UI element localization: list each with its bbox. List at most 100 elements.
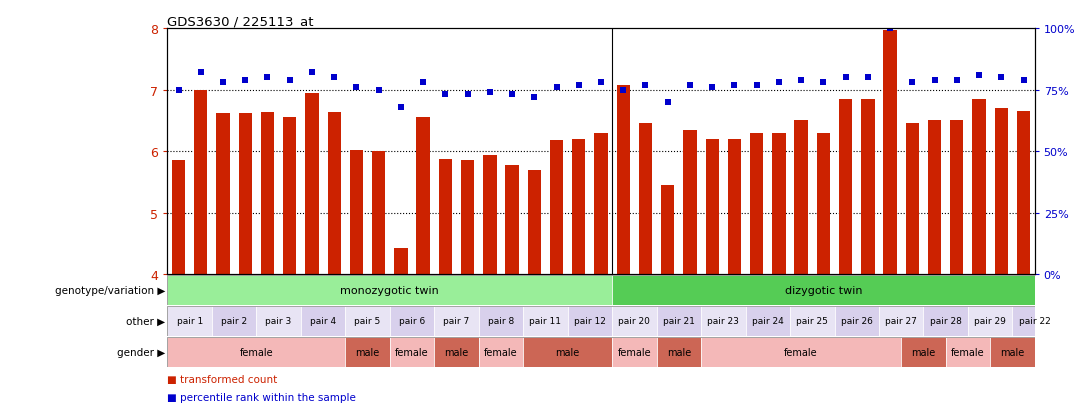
Point [482, 90, 499, 96]
Text: pair 2: pair 2 [221, 317, 247, 325]
Bar [239, 114, 252, 275]
Text: monozygotic twin: monozygotic twin [340, 285, 440, 295]
Point [526, 95, 543, 101]
Bar [772, 133, 785, 275]
Point [348, 85, 365, 91]
Point [726, 82, 743, 89]
Bar [995, 109, 1008, 275]
Bar [283, 118, 296, 275]
Point [415, 80, 432, 86]
Text: pair 7: pair 7 [444, 317, 470, 325]
Text: pair 1: pair 1 [176, 317, 203, 325]
Bar [505, 165, 518, 275]
Bar [167, 275, 612, 305]
Point [814, 80, 832, 86]
Point [837, 75, 854, 81]
Text: pair 4: pair 4 [310, 317, 336, 325]
Text: pair 26: pair 26 [841, 317, 873, 325]
Bar [705, 140, 719, 275]
Point [570, 82, 588, 89]
Point [659, 100, 676, 106]
Bar [528, 170, 541, 275]
Point [325, 75, 342, 81]
Point [748, 82, 766, 89]
Bar [550, 141, 563, 275]
Point [904, 80, 921, 86]
Text: ■ percentile rank within the sample: ■ percentile rank within the sample [167, 392, 356, 402]
Bar [301, 306, 346, 336]
Text: pair 8: pair 8 [488, 317, 514, 325]
Bar [906, 124, 919, 275]
Text: male: male [666, 347, 691, 357]
Point [793, 77, 810, 84]
Point [192, 70, 210, 76]
Bar [661, 185, 674, 275]
Bar [701, 306, 745, 336]
Point [993, 75, 1010, 81]
Bar [879, 306, 923, 336]
Bar [572, 140, 585, 275]
Point [392, 104, 409, 111]
Text: dizygotic twin: dizygotic twin [785, 285, 862, 295]
Bar [194, 90, 207, 275]
Bar [612, 306, 657, 336]
Bar [657, 306, 701, 336]
Bar [791, 306, 835, 336]
Text: pair 28: pair 28 [930, 317, 961, 325]
Bar [835, 306, 879, 336]
Text: pair 22: pair 22 [1018, 317, 1051, 325]
Text: pair 20: pair 20 [619, 317, 650, 325]
Text: pair 21: pair 21 [663, 317, 694, 325]
Text: pair 3: pair 3 [266, 317, 292, 325]
Text: male: male [444, 347, 469, 357]
Point [637, 82, 654, 89]
Bar [839, 100, 852, 275]
Bar [438, 160, 453, 275]
Bar [212, 306, 256, 336]
Text: female: female [484, 347, 517, 357]
Text: genotype/variation ▶: genotype/variation ▶ [55, 285, 165, 295]
Bar [394, 249, 407, 275]
Text: male: male [355, 347, 380, 357]
Point [214, 80, 231, 86]
Bar [434, 337, 478, 367]
Point [615, 87, 632, 94]
Point [259, 75, 276, 81]
Bar [594, 133, 608, 275]
Text: pair 12: pair 12 [573, 317, 606, 325]
Text: GDS3630 / 225113_at: GDS3630 / 225113_at [167, 15, 314, 28]
Bar [523, 306, 568, 336]
Text: female: female [240, 347, 273, 357]
Point [436, 92, 454, 99]
Bar [923, 306, 968, 336]
Bar [950, 121, 963, 275]
Bar [172, 161, 185, 275]
Text: other ▶: other ▶ [126, 316, 165, 326]
Point [1015, 77, 1032, 84]
Point [281, 77, 298, 84]
Point [971, 72, 988, 79]
Text: pair 6: pair 6 [399, 317, 426, 325]
Point [503, 92, 521, 99]
Text: pair 27: pair 27 [886, 317, 917, 325]
Text: male: male [912, 347, 935, 357]
Bar [1012, 306, 1057, 336]
Bar [523, 337, 612, 367]
Point [860, 75, 877, 81]
Bar [901, 337, 946, 367]
Bar [883, 31, 896, 275]
Bar [972, 100, 986, 275]
Bar [372, 152, 386, 275]
Text: male: male [1000, 347, 1025, 357]
Point [770, 80, 787, 86]
Bar [612, 275, 1035, 305]
Point [881, 26, 899, 32]
Bar [478, 337, 523, 367]
Bar [256, 306, 301, 336]
Text: pair 25: pair 25 [796, 317, 828, 325]
Point [926, 77, 943, 84]
Bar [795, 121, 808, 275]
Bar [461, 161, 474, 275]
Bar [816, 133, 831, 275]
Point [370, 87, 388, 94]
